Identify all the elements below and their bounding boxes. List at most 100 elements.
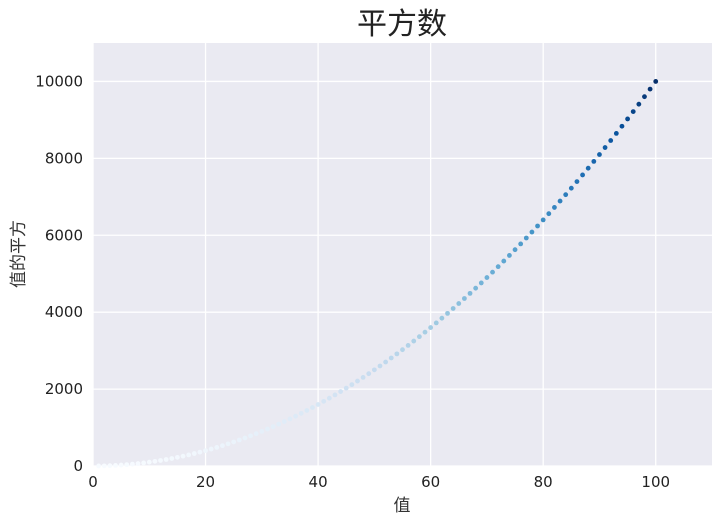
data-point	[349, 382, 355, 388]
data-point	[248, 433, 253, 439]
data-point	[636, 101, 642, 107]
data-point	[242, 435, 248, 441]
data-point	[546, 211, 552, 217]
data-point	[96, 463, 102, 469]
data-point	[355, 378, 360, 384]
data-point	[208, 446, 214, 452]
data-point	[321, 398, 327, 404]
y-tick-label: 4000	[45, 303, 83, 321]
data-point	[428, 325, 434, 330]
data-point	[141, 460, 147, 466]
data-point	[338, 389, 343, 394]
data-point	[293, 413, 298, 419]
data-point	[236, 437, 242, 443]
data-point	[439, 315, 445, 321]
data-point	[523, 235, 529, 241]
y-tick-label: 8000	[45, 149, 83, 167]
data-point	[495, 264, 501, 270]
data-point	[450, 306, 456, 311]
y-tick-label: 2000	[45, 380, 83, 398]
data-point	[456, 301, 462, 306]
x-tick-label: 80	[534, 473, 553, 491]
y-tick-label: 6000	[45, 226, 83, 244]
data-point	[124, 462, 130, 468]
data-point	[467, 290, 473, 296]
data-point	[276, 421, 282, 427]
data-point	[113, 462, 118, 468]
data-point	[580, 172, 585, 178]
data-points	[96, 79, 659, 469]
data-point	[642, 94, 647, 100]
data-point	[445, 310, 450, 316]
x-tick-label: 60	[421, 473, 440, 491]
data-point	[411, 338, 417, 344]
data-point	[394, 351, 400, 357]
x-tick-label: 100	[641, 473, 670, 491]
data-point	[326, 395, 332, 401]
data-point	[602, 145, 608, 150]
data-point	[535, 223, 540, 229]
data-point	[625, 116, 630, 122]
data-point	[557, 198, 563, 204]
y-axis-ticks: 0 2000 4000 6000 8000 10000	[35, 72, 83, 475]
data-point	[101, 463, 107, 469]
data-point	[619, 123, 625, 129]
data-point	[265, 426, 270, 432]
x-tick-label: 20	[196, 473, 215, 491]
data-point	[490, 269, 495, 275]
x-axis-ticks: 0 20 40 60 80 100	[88, 473, 670, 491]
chart-title: 平方数	[357, 7, 447, 42]
data-point	[388, 355, 394, 361]
data-point	[400, 347, 405, 353]
data-point	[253, 431, 259, 437]
data-point	[473, 285, 479, 291]
data-point	[366, 371, 372, 377]
data-point	[332, 392, 338, 398]
data-point	[158, 458, 163, 463]
data-point	[259, 428, 265, 434]
data-point	[462, 296, 467, 301]
data-point	[281, 419, 287, 424]
x-axis-label: 值	[394, 496, 411, 516]
data-point	[175, 454, 180, 460]
data-point	[231, 439, 237, 445]
data-point	[107, 463, 113, 469]
y-tick-label: 10000	[35, 72, 83, 90]
data-point	[630, 109, 636, 115]
data-point	[315, 402, 321, 407]
data-point	[304, 408, 310, 413]
data-point	[563, 192, 569, 198]
y-axis-label: 值的平方	[9, 220, 29, 288]
grid	[92, 43, 712, 467]
data-point	[377, 363, 383, 369]
data-point	[552, 205, 557, 210]
data-point	[647, 86, 653, 92]
data-point	[574, 179, 580, 184]
data-point	[270, 424, 276, 430]
data-point	[146, 459, 152, 465]
data-point	[135, 461, 141, 466]
data-point	[507, 253, 512, 258]
data-point	[529, 229, 535, 235]
data-point	[591, 159, 597, 164]
data-point	[118, 462, 124, 468]
data-point	[180, 453, 186, 459]
data-point	[197, 449, 203, 455]
data-point	[613, 131, 619, 136]
data-point	[343, 385, 349, 391]
data-point	[129, 461, 135, 467]
data-point	[416, 334, 422, 340]
data-point	[225, 441, 231, 447]
data-point	[298, 410, 304, 416]
data-point	[518, 241, 524, 247]
data-point	[169, 456, 175, 461]
data-point	[405, 343, 411, 348]
data-point	[597, 152, 602, 157]
data-point	[214, 444, 220, 450]
data-point	[310, 405, 315, 410]
data-point	[653, 79, 659, 84]
data-point	[360, 375, 366, 380]
data-point	[152, 458, 158, 464]
data-point	[484, 275, 490, 280]
